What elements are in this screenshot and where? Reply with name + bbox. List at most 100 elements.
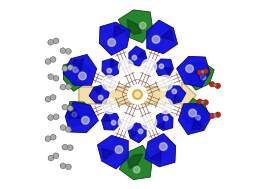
Circle shape — [60, 125, 66, 130]
Polygon shape — [101, 112, 121, 130]
Circle shape — [186, 65, 193, 73]
Polygon shape — [79, 82, 196, 109]
Circle shape — [48, 115, 54, 120]
Circle shape — [65, 127, 71, 132]
Circle shape — [158, 98, 173, 114]
Polygon shape — [195, 71, 206, 82]
Circle shape — [189, 109, 196, 117]
Polygon shape — [155, 111, 173, 131]
Circle shape — [119, 115, 134, 130]
Circle shape — [108, 39, 115, 46]
Polygon shape — [158, 122, 164, 128]
Circle shape — [98, 95, 103, 100]
Polygon shape — [103, 37, 114, 48]
Circle shape — [45, 137, 48, 141]
Circle shape — [133, 167, 140, 173]
Circle shape — [48, 41, 51, 44]
Circle shape — [56, 77, 59, 81]
Polygon shape — [127, 154, 143, 168]
Circle shape — [201, 100, 205, 104]
Circle shape — [65, 164, 71, 170]
Polygon shape — [65, 102, 98, 133]
Polygon shape — [188, 104, 196, 119]
Polygon shape — [119, 10, 153, 43]
Circle shape — [210, 82, 215, 87]
Circle shape — [215, 83, 221, 88]
Polygon shape — [127, 19, 142, 35]
Circle shape — [62, 67, 65, 70]
Circle shape — [215, 112, 221, 117]
Polygon shape — [95, 87, 101, 94]
Polygon shape — [161, 30, 174, 41]
Circle shape — [50, 57, 56, 62]
Circle shape — [60, 49, 63, 52]
Circle shape — [53, 95, 56, 99]
Polygon shape — [63, 61, 90, 91]
Polygon shape — [80, 118, 91, 129]
Circle shape — [45, 60, 48, 64]
Circle shape — [132, 55, 137, 60]
Polygon shape — [161, 141, 172, 152]
Circle shape — [48, 155, 54, 161]
Polygon shape — [89, 85, 109, 103]
Polygon shape — [178, 104, 212, 135]
Polygon shape — [177, 56, 210, 87]
Polygon shape — [129, 46, 147, 66]
Circle shape — [135, 92, 140, 97]
Circle shape — [56, 39, 59, 42]
Circle shape — [73, 67, 78, 73]
Polygon shape — [164, 115, 171, 122]
Polygon shape — [76, 71, 88, 82]
Circle shape — [133, 90, 142, 99]
Circle shape — [45, 98, 48, 101]
Circle shape — [65, 49, 71, 54]
Circle shape — [70, 146, 73, 149]
Circle shape — [70, 107, 73, 110]
Polygon shape — [97, 135, 128, 169]
Circle shape — [45, 96, 51, 102]
Circle shape — [163, 116, 168, 121]
Polygon shape — [114, 26, 125, 37]
Polygon shape — [186, 62, 214, 90]
Circle shape — [56, 115, 59, 118]
Circle shape — [48, 74, 54, 80]
Circle shape — [152, 36, 160, 43]
Polygon shape — [184, 98, 210, 126]
Polygon shape — [130, 131, 138, 137]
Circle shape — [68, 165, 71, 169]
Polygon shape — [99, 22, 130, 55]
Polygon shape — [101, 148, 114, 159]
Circle shape — [50, 94, 56, 100]
Circle shape — [62, 105, 65, 109]
Polygon shape — [191, 66, 199, 82]
Circle shape — [213, 113, 217, 117]
Circle shape — [102, 75, 117, 91]
Circle shape — [102, 98, 117, 114]
Circle shape — [68, 128, 71, 132]
Circle shape — [197, 70, 202, 75]
Circle shape — [209, 113, 215, 119]
Circle shape — [53, 153, 59, 159]
Circle shape — [200, 74, 206, 80]
Polygon shape — [158, 61, 164, 68]
Circle shape — [45, 136, 51, 142]
Circle shape — [158, 75, 173, 91]
Circle shape — [62, 66, 68, 71]
Circle shape — [53, 75, 59, 81]
Circle shape — [138, 129, 143, 134]
Circle shape — [48, 116, 51, 119]
Circle shape — [172, 89, 177, 94]
Polygon shape — [191, 118, 202, 131]
Circle shape — [72, 112, 77, 117]
Polygon shape — [111, 61, 117, 67]
Polygon shape — [114, 144, 125, 156]
Circle shape — [115, 146, 123, 153]
Circle shape — [48, 40, 54, 45]
Circle shape — [48, 74, 51, 78]
Polygon shape — [145, 134, 176, 167]
Circle shape — [67, 145, 73, 150]
Circle shape — [55, 153, 59, 157]
Circle shape — [79, 72, 86, 80]
Circle shape — [50, 134, 56, 140]
Circle shape — [107, 68, 112, 73]
